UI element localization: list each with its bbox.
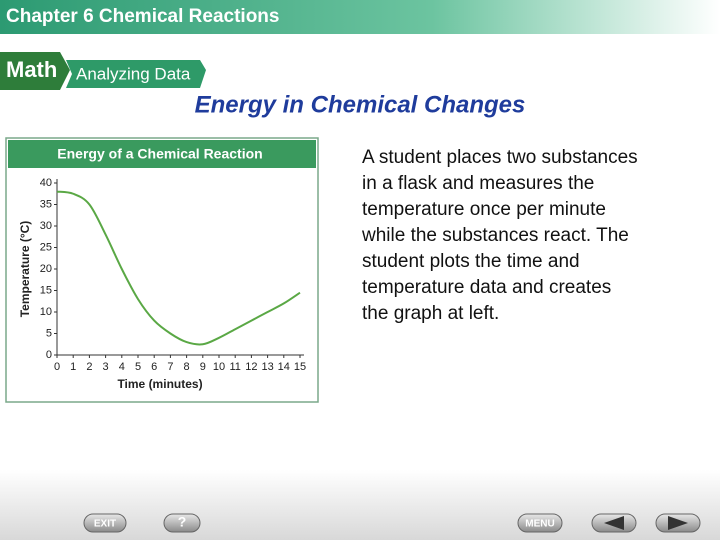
banner-right-bg <box>66 60 206 88</box>
paragraph-line: student plots the time and <box>362 251 580 272</box>
chart-title: Energy of a Chemical Reaction <box>57 146 262 162</box>
nav-prev[interactable] <box>591 513 637 533</box>
x-tick-label: 3 <box>103 361 109 373</box>
chapter-title: Chapter 6 Chemical Reactions <box>6 6 279 27</box>
y-tick-label: 35 <box>40 198 52 210</box>
x-tick-label: 15 <box>294 361 306 373</box>
paragraph-line: temperature once per minute <box>362 199 606 220</box>
x-tick-label: 7 <box>167 361 173 373</box>
menu-button[interactable] <box>517 513 563 533</box>
data-line <box>56 190 301 346</box>
paragraph: A student places two substances in a flas… <box>361 147 638 324</box>
x-tick-label: 13 <box>261 361 273 373</box>
paragraph-line: the graph at left. <box>362 303 499 324</box>
title-bar <box>0 0 720 34</box>
next-arrow[interactable] <box>668 516 688 530</box>
heading: Energy in Chemical Changes <box>195 91 526 118</box>
nav-menu[interactable]: MENU <box>517 513 563 533</box>
x-tick-label: 5 <box>135 361 141 373</box>
x-tick-label: 10 <box>213 361 225 373</box>
paragraph-line: A student places two substances <box>362 147 638 168</box>
x-axis-label: Time (minutes) <box>117 377 202 391</box>
x-tick-label: 14 <box>278 361 290 373</box>
x-tick-label: 2 <box>86 361 92 373</box>
x-tick-label: 0 <box>54 361 60 373</box>
x-tick-label: 12 <box>245 361 257 373</box>
help-button[interactable] <box>163 513 201 533</box>
y-tick-label: 0 <box>46 349 52 361</box>
x-tick-label: 6 <box>151 361 157 373</box>
y-tick-label: 10 <box>40 306 52 318</box>
nav-help[interactable]: ? <box>163 513 201 533</box>
y-tick-label: 5 <box>46 327 52 339</box>
y-tick-label: 25 <box>40 241 52 253</box>
paragraph-line: while the substances react. The <box>361 225 629 246</box>
menu-label[interactable]: MENU <box>525 519 554 530</box>
chart-box <box>5 137 319 403</box>
x-tick-label: 11 <box>229 361 240 373</box>
banner-left-bg <box>0 52 70 90</box>
exit-label[interactable]: EXIT <box>94 519 116 530</box>
paragraph-line: in a flask and measures the <box>362 173 594 194</box>
x-tick-label: 1 <box>70 361 76 373</box>
banner-left: Math <box>6 57 57 82</box>
exit-button[interactable] <box>83 513 127 533</box>
chart-header <box>8 140 316 168</box>
y-tick-label: 30 <box>40 220 52 232</box>
y-tick-label: 15 <box>40 284 52 296</box>
banner-right: Analyzing Data <box>76 64 191 83</box>
x-tick-label: 9 <box>200 361 206 373</box>
paragraph-line: temperature data and creates <box>362 277 611 298</box>
y-tick-label: 40 <box>40 177 52 189</box>
prev-arrow[interactable] <box>604 516 624 530</box>
nav-exit[interactable]: EXIT <box>83 513 127 533</box>
x-tick-label: 8 <box>184 361 190 373</box>
y-axis-label: Temperature (°C) <box>18 221 32 318</box>
help-label[interactable]: ? <box>178 514 187 530</box>
y-tick-label: 20 <box>40 263 52 275</box>
x-tick-label: 4 <box>119 361 125 373</box>
nav-next[interactable] <box>655 513 701 533</box>
